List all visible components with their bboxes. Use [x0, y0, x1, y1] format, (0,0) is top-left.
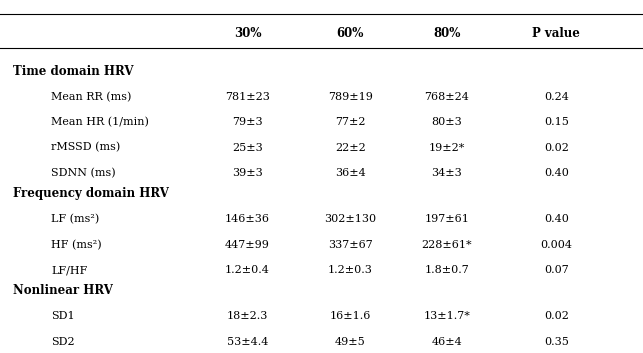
Text: 53±4.4: 53±4.4: [227, 337, 268, 347]
Text: 30%: 30%: [234, 27, 261, 40]
Text: 197±61: 197±61: [424, 214, 469, 224]
Text: SD2: SD2: [51, 337, 75, 347]
Text: 228±61*: 228±61*: [422, 240, 472, 250]
Text: 1.2±0.4: 1.2±0.4: [225, 265, 270, 275]
Text: 22±2: 22±2: [335, 143, 366, 152]
Text: 0.40: 0.40: [544, 168, 568, 178]
Text: 39±3: 39±3: [232, 168, 263, 178]
Text: 18±2.3: 18±2.3: [227, 311, 268, 321]
Text: 768±24: 768±24: [424, 92, 469, 102]
Text: 79±3: 79±3: [232, 117, 263, 127]
Text: 447±99: 447±99: [225, 240, 270, 250]
Text: 0.24: 0.24: [544, 92, 568, 102]
Text: LF/HF: LF/HF: [51, 265, 88, 275]
Text: 1.8±0.7: 1.8±0.7: [424, 265, 469, 275]
Text: 25±3: 25±3: [232, 143, 263, 152]
Text: SDNN (ms): SDNN (ms): [51, 168, 116, 178]
Text: Mean RR (ms): Mean RR (ms): [51, 91, 132, 102]
Text: 36±4: 36±4: [335, 168, 366, 178]
Text: 77±2: 77±2: [335, 117, 366, 127]
Text: 0.004: 0.004: [540, 240, 572, 250]
Text: 80±3: 80±3: [431, 117, 462, 127]
Text: P value: P value: [532, 27, 580, 40]
Text: 80%: 80%: [433, 27, 460, 40]
Text: HF (ms²): HF (ms²): [51, 239, 102, 250]
Text: 781±23: 781±23: [225, 92, 270, 102]
Text: Mean HR (1/min): Mean HR (1/min): [51, 117, 149, 127]
Text: 60%: 60%: [337, 27, 364, 40]
Text: LF (ms²): LF (ms²): [51, 214, 100, 225]
Text: 49±5: 49±5: [335, 337, 366, 347]
Text: 302±130: 302±130: [324, 214, 377, 224]
Text: 13±1.7*: 13±1.7*: [424, 311, 470, 321]
Text: 0.02: 0.02: [544, 311, 568, 321]
Text: 0.35: 0.35: [544, 337, 568, 347]
Text: 1.2±0.3: 1.2±0.3: [328, 265, 373, 275]
Text: 34±3: 34±3: [431, 168, 462, 178]
Text: 146±36: 146±36: [225, 214, 270, 224]
Text: 0.02: 0.02: [544, 143, 568, 152]
Text: 0.40: 0.40: [544, 214, 568, 224]
Text: 789±19: 789±19: [328, 92, 373, 102]
Text: 0.07: 0.07: [544, 265, 568, 275]
Text: Frequency domain HRV: Frequency domain HRV: [13, 187, 168, 200]
Text: 337±67: 337±67: [328, 240, 373, 250]
Text: 19±2*: 19±2*: [429, 143, 465, 152]
Text: Time domain HRV: Time domain HRV: [13, 65, 133, 78]
Text: 46±4: 46±4: [431, 337, 462, 347]
Text: Nonlinear HRV: Nonlinear HRV: [13, 285, 113, 298]
Text: SD1: SD1: [51, 311, 75, 321]
Text: 0.15: 0.15: [544, 117, 568, 127]
Text: 16±1.6: 16±1.6: [330, 311, 371, 321]
Text: rMSSD (ms): rMSSD (ms): [51, 142, 121, 153]
